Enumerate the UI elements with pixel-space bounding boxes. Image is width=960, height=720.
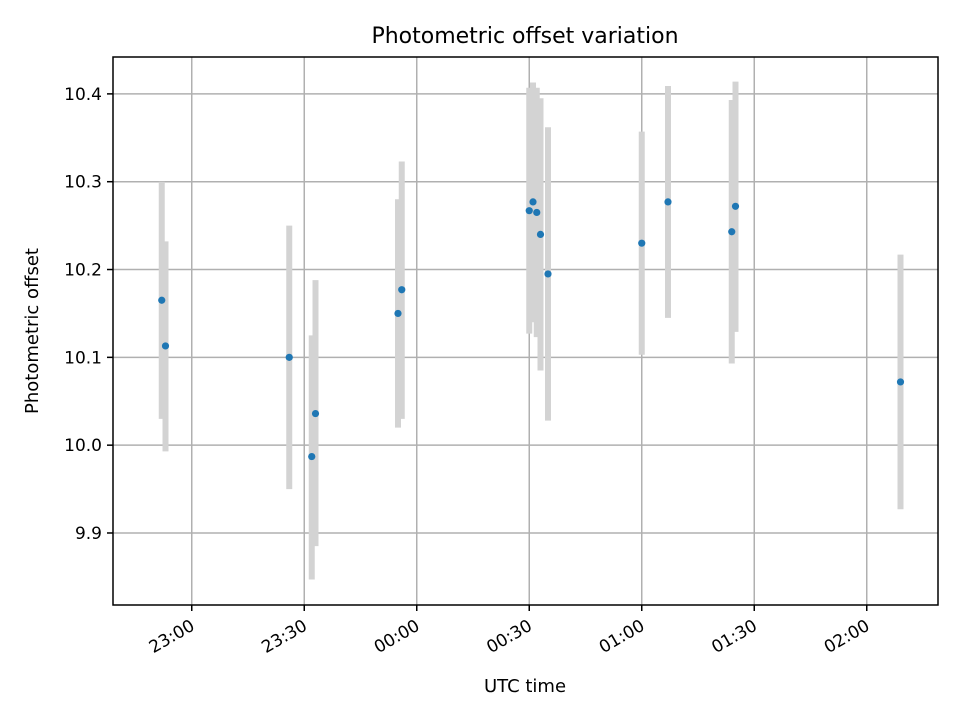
data-point: [544, 270, 552, 278]
data-point: [398, 286, 406, 294]
x-axis-ticks: 23:00 23:30 00:00 00:30 01:00 01:30 02:00: [146, 605, 873, 658]
chart-title: Photometric offset variation: [371, 24, 678, 49]
data-point: [525, 207, 533, 215]
error-bars: [158, 81, 904, 580]
data-point: [728, 228, 736, 236]
data-point: [394, 309, 402, 318]
y-tick-label: 10.0: [64, 436, 102, 456]
data-point: [529, 198, 537, 206]
x-tick-label: 23:30: [258, 616, 310, 658]
grid-lines: [113, 57, 938, 605]
x-tick-label: 23:00: [146, 616, 198, 658]
plot-frame: [112, 56, 939, 606]
y-tick-label: 10.3: [64, 173, 102, 193]
y-axis-label: Photometric offset: [22, 248, 43, 414]
x-tick-label: 01:30: [708, 616, 760, 658]
data-point: [533, 208, 541, 217]
data-point: [896, 378, 905, 386]
y-tick-label: 10.1: [64, 348, 102, 368]
data-point: [311, 409, 320, 418]
y-axis-ticks: 9.9 10.0 10.1 10.2 10.3 10.4: [64, 85, 113, 544]
data-point: [308, 452, 316, 461]
data-point: [536, 230, 545, 238]
data-points: [158, 198, 905, 461]
data-point: [638, 239, 646, 247]
y-tick-label: 10.2: [64, 261, 102, 281]
data-point: [664, 198, 672, 206]
x-tick-label: 02:00: [821, 616, 873, 658]
y-tick-label: 10.4: [64, 85, 102, 105]
y-tick-label: 9.9: [75, 524, 102, 544]
x-tick-label: 00:00: [371, 616, 423, 658]
data-point: [285, 353, 293, 361]
x-axis-label: UTC time: [484, 676, 566, 697]
x-tick-label: 01:00: [596, 616, 648, 658]
data-point: [158, 296, 166, 304]
x-tick-label: 00:30: [483, 616, 535, 658]
data-point: [161, 342, 170, 350]
data-point: [731, 202, 740, 210]
